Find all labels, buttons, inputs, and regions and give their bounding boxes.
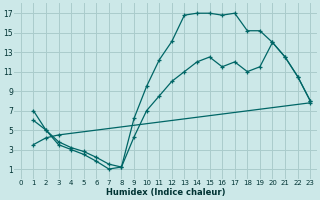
X-axis label: Humidex (Indice chaleur): Humidex (Indice chaleur)	[106, 188, 225, 197]
